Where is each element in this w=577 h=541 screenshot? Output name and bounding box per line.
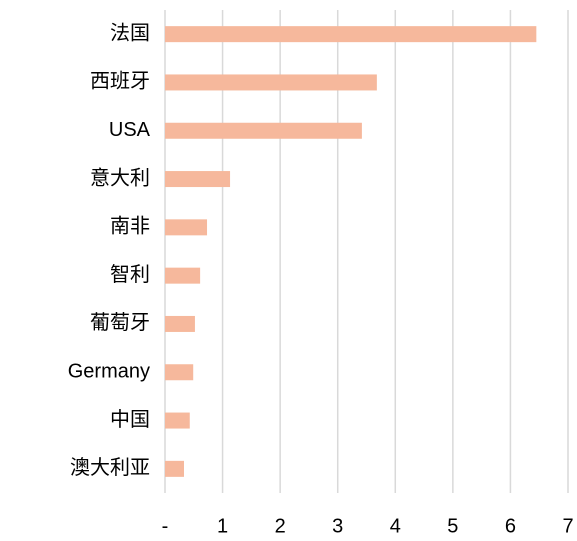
- y-tick-label: 法国: [110, 21, 150, 44]
- bar: [165, 267, 201, 284]
- x-tick-label: 7: [562, 515, 573, 537]
- y-tick-label: 意大利: [90, 166, 150, 189]
- y-tick-label: 中国: [110, 408, 150, 431]
- bar: [165, 460, 184, 477]
- x-tick-label: 4: [390, 515, 401, 537]
- y-tick-label: 南非: [110, 215, 150, 238]
- y-tick-label: 澳大利亚: [70, 456, 150, 479]
- x-tick-label: 3: [332, 515, 343, 537]
- y-tick-label: 葡萄牙: [90, 311, 150, 334]
- bar: [165, 412, 190, 429]
- x-tick-label: 1: [217, 515, 228, 537]
- y-tick-label: 西班牙: [90, 70, 150, 93]
- x-tick-label: 5: [447, 515, 458, 537]
- x-tick-label: 2: [275, 515, 286, 537]
- y-tick-label: 智利: [110, 263, 150, 286]
- y-tick-label: USA: [109, 119, 151, 141]
- bar: [165, 219, 208, 236]
- y-tick-label: Germany: [68, 361, 150, 383]
- bar: [165, 74, 377, 91]
- bar: [165, 315, 195, 332]
- bar: [165, 122, 362, 139]
- x-tick-label: -: [162, 515, 169, 537]
- bar: [165, 364, 194, 381]
- x-tick-label: 6: [505, 515, 516, 537]
- bar: [165, 171, 231, 188]
- bar: [165, 26, 537, 43]
